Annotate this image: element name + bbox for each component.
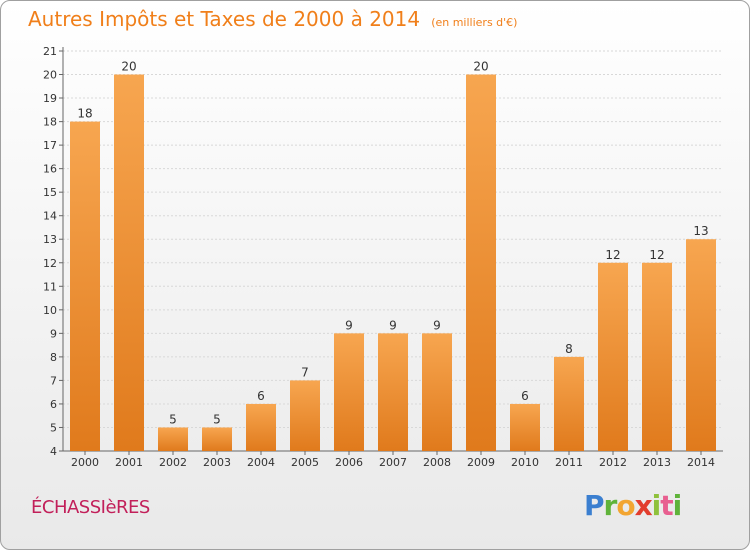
bar <box>70 121 100 452</box>
bar <box>202 427 232 451</box>
x-tick-label: 2008 <box>423 456 451 469</box>
bar-value-label: 8 <box>565 342 573 356</box>
y-tick-label: 18 <box>43 116 57 129</box>
chart-subtitle: (en milliers d'€) <box>431 16 518 29</box>
logo-letter: i <box>672 489 683 522</box>
commune-name: ÉCHASSIèRES <box>31 497 150 518</box>
y-tick-label: 16 <box>43 163 57 176</box>
bar-value-label: 6 <box>257 389 265 403</box>
logo-letter: i <box>651 489 662 522</box>
bar-value-label: 12 <box>649 248 664 262</box>
y-tick-label: 17 <box>43 139 57 152</box>
x-tick-label: 2000 <box>71 456 99 469</box>
bar-value-label: 12 <box>605 248 620 262</box>
y-tick-label: 20 <box>43 69 57 82</box>
logo-letter: r <box>603 489 618 522</box>
bar <box>334 333 364 451</box>
logo-letter: t <box>660 489 673 522</box>
bar <box>598 262 628 451</box>
y-tick-label: 9 <box>50 327 57 340</box>
bar <box>378 333 408 451</box>
y-tick-label: 8 <box>50 351 57 364</box>
x-tick-label: 2010 <box>511 456 539 469</box>
y-tick-label: 7 <box>50 374 57 387</box>
bar-value-label: 5 <box>213 412 221 426</box>
y-tick-label: 6 <box>50 398 57 411</box>
bar-value-label: 20 <box>473 60 488 74</box>
y-tick-label: 11 <box>43 280 57 293</box>
bar-value-label: 9 <box>389 318 397 332</box>
x-tick-label: 2007 <box>379 456 407 469</box>
bar <box>246 403 276 451</box>
bar <box>290 380 320 451</box>
bar <box>466 74 496 451</box>
x-tick-label: 2002 <box>159 456 187 469</box>
x-tick-label: 2005 <box>291 456 319 469</box>
y-tick-label: 4 <box>50 445 57 458</box>
x-tick-label: 2012 <box>599 456 627 469</box>
x-tick-label: 2006 <box>335 456 363 469</box>
bar-value-label: 9 <box>345 318 353 332</box>
y-tick-label: 10 <box>43 304 57 317</box>
proxiti-logo: Proxiti <box>584 489 683 522</box>
bar <box>114 74 144 451</box>
bar <box>510 403 540 451</box>
y-tick-label: 21 <box>43 45 57 58</box>
y-tick-label: 12 <box>43 257 57 270</box>
x-tick-label: 2013 <box>643 456 671 469</box>
x-tick-label: 2011 <box>555 456 583 469</box>
bar-value-label: 9 <box>433 318 441 332</box>
chart-title: Autres Impôts et Taxes de 2000 à 2014 <box>28 7 421 31</box>
y-tick-label: 19 <box>43 92 57 105</box>
bar <box>422 333 452 451</box>
x-tick-label: 2001 <box>115 456 143 469</box>
bar-value-label: 5 <box>169 412 177 426</box>
bar-value-label: 18 <box>77 107 92 121</box>
logo-letter: P <box>584 489 605 522</box>
x-tick-label: 2014 <box>687 456 715 469</box>
logo-letter: o <box>616 489 635 522</box>
bar-value-label: 7 <box>301 365 309 379</box>
x-tick-label: 2003 <box>203 456 231 469</box>
labels: 4 5 6 7 8 9 10 11 12 13 14 15 16 17 18 19 20 21 18 2000 20 20… <box>43 45 715 469</box>
bar-value-label: 20 <box>121 60 136 74</box>
chart-title-row: Autres Impôts et Taxes de 2000 à 2014 (e… <box>28 7 517 31</box>
x-tick-label: 2004 <box>247 456 275 469</box>
y-tick-label: 13 <box>43 233 57 246</box>
y-tick-label: 5 <box>50 421 57 434</box>
bar-value-label: 13 <box>693 224 708 238</box>
y-tick-label: 14 <box>43 210 57 223</box>
bar <box>554 356 584 451</box>
logo-letter: x <box>634 489 653 522</box>
bar-value-label: 6 <box>521 389 529 403</box>
bar <box>642 262 672 451</box>
bar <box>158 427 188 451</box>
y-tick-label: 15 <box>43 186 57 199</box>
bars <box>70 74 716 452</box>
x-tick-label: 2009 <box>467 456 495 469</box>
bar <box>686 239 716 451</box>
